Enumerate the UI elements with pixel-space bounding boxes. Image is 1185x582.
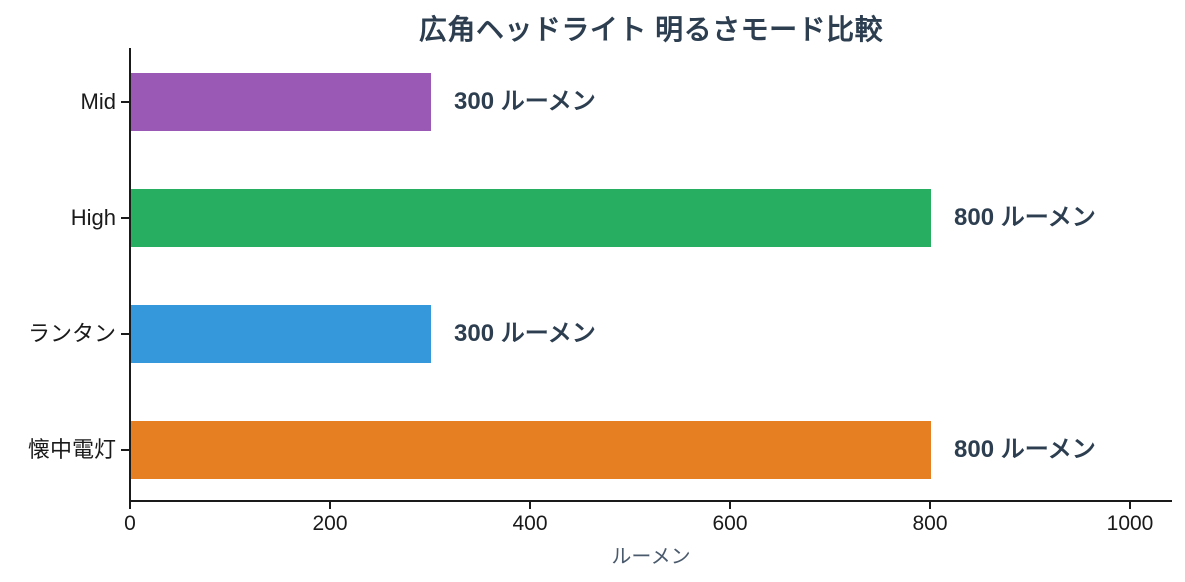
- x-tick-label: 0: [124, 512, 136, 535]
- x-tick-mark: [729, 501, 731, 509]
- bar-value-label: 300 ルーメン: [454, 320, 596, 347]
- y-tick-mark: [121, 101, 130, 103]
- y-axis-line: [129, 48, 131, 502]
- chart-title: 広角ヘッドライト 明るさモード比較: [418, 14, 884, 45]
- x-tick-mark: [129, 501, 131, 509]
- x-tick-mark: [929, 501, 931, 509]
- x-tick-mark: [529, 501, 531, 509]
- bar-4: [131, 421, 931, 479]
- y-tick-label: ランタン: [27, 321, 116, 346]
- x-tick-mark: [329, 501, 331, 509]
- x-axis-line: [129, 500, 1172, 502]
- x-tick-label: 600: [712, 512, 748, 535]
- x-tick-label: 400: [512, 512, 548, 535]
- x-tick-mark: [1129, 501, 1131, 509]
- x-tick-label: 200: [312, 512, 348, 535]
- bar-value-label: 800 ルーメン: [954, 204, 1096, 231]
- y-tick-label: 懐中電灯: [27, 437, 116, 462]
- y-tick-mark: [121, 217, 130, 219]
- y-tick-mark: [121, 333, 130, 335]
- y-tick-label: Mid: [80, 89, 116, 114]
- y-tick-mark: [121, 449, 130, 451]
- x-tick-label: 800: [912, 512, 948, 535]
- y-tick-label: High: [70, 205, 116, 230]
- bar-2: [131, 189, 931, 247]
- bar-value-label: 800 ルーメン: [954, 436, 1096, 463]
- x-axis-label: ルーメン: [611, 546, 691, 568]
- bar-1: [131, 73, 431, 131]
- bar-3: [131, 305, 431, 363]
- x-tick-label: 1000: [1106, 512, 1154, 535]
- bar-value-label: 300 ルーメン: [454, 88, 596, 115]
